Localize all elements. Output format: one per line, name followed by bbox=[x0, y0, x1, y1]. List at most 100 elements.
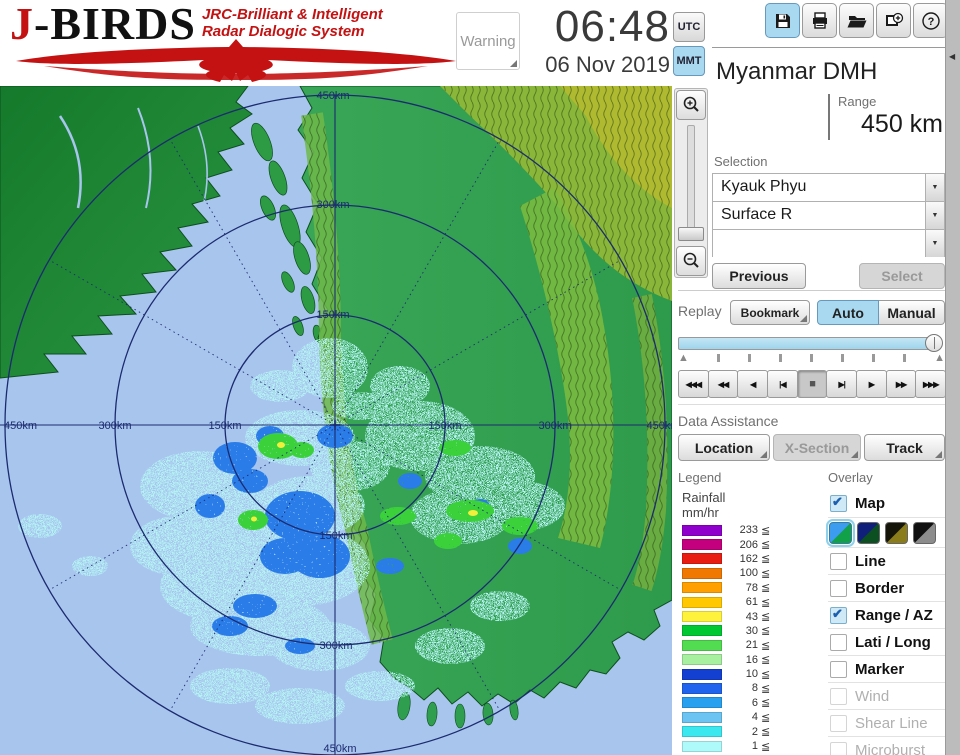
legend-row: 233 ≦ bbox=[682, 523, 822, 537]
save-button[interactable] bbox=[765, 3, 800, 38]
panel-collapse-strip[interactable]: ◀ bbox=[945, 0, 960, 755]
overlay-checkbox[interactable]: ✔ bbox=[830, 660, 847, 678]
overlay-checkbox[interactable]: ✔ bbox=[830, 687, 847, 705]
legend-value: 233 bbox=[739, 524, 758, 537]
legend-suffix: ≦ bbox=[761, 682, 771, 695]
overlay-checkbox[interactable]: ✔ bbox=[830, 579, 847, 597]
select-button[interactable]: Select bbox=[859, 263, 945, 289]
option-select-arrow-button[interactable]: ▼ bbox=[925, 230, 944, 257]
overlay-header: Overlay bbox=[828, 470, 873, 485]
transport-button[interactable]: ▶▶▶ bbox=[915, 370, 947, 398]
legend-color-swatch bbox=[682, 596, 722, 608]
overlay-checkbox[interactable]: ✔ bbox=[830, 606, 847, 624]
overlay-row[interactable]: ✔ Shear Line bbox=[828, 709, 945, 736]
overlay-checkbox[interactable]: ✔ bbox=[830, 741, 847, 755]
overlay-row[interactable]: ✔ Lati / Long bbox=[828, 628, 945, 655]
site-select-arrow-button[interactable]: ▼ bbox=[925, 174, 944, 201]
transport-icon: ■ bbox=[809, 378, 816, 390]
legend-value: 6 bbox=[751, 696, 758, 709]
timeline-thumb[interactable] bbox=[925, 334, 943, 352]
legend-row: 30 ≦ bbox=[682, 624, 822, 638]
transport-button[interactable]: ▶ bbox=[856, 370, 887, 398]
legend-suffix: ≦ bbox=[761, 625, 771, 638]
product-select[interactable]: Surface R ▼ bbox=[712, 201, 945, 229]
map-style-swatch[interactable] bbox=[913, 521, 936, 544]
map-checkbox[interactable]: ✔ bbox=[830, 494, 847, 512]
transport-button[interactable]: ◀◀◀ bbox=[678, 370, 709, 398]
logo-rest: -BIRDS bbox=[34, 0, 196, 49]
map-style-swatch[interactable] bbox=[826, 518, 855, 547]
timeline-start-marker[interactable]: ▲ bbox=[678, 352, 689, 364]
zoom-in-button[interactable] bbox=[676, 90, 706, 120]
overlay-checkbox[interactable]: ✔ bbox=[830, 633, 847, 651]
transport-icon: |◀ bbox=[779, 379, 786, 389]
map-style-swatches bbox=[826, 517, 945, 547]
product-select-arrow-button[interactable]: ▼ bbox=[925, 202, 944, 229]
legend-suffix: ≦ bbox=[761, 553, 771, 566]
transport-button[interactable]: ◀ bbox=[737, 370, 769, 398]
legend-suffix: ≦ bbox=[761, 539, 771, 552]
overlay-row[interactable]: ✔ Line bbox=[828, 547, 945, 574]
legend-suffix: ≦ bbox=[761, 711, 771, 724]
zoom-slider-thumb[interactable] bbox=[678, 227, 704, 241]
overlay-row[interactable]: ✔ Microburst bbox=[828, 736, 945, 755]
legend-row: 206 ≦ bbox=[682, 537, 822, 551]
replay-timeline bbox=[678, 334, 945, 352]
map-style-swatch[interactable] bbox=[885, 521, 908, 544]
location-button[interactable]: Location bbox=[678, 434, 770, 461]
location-label: Location bbox=[694, 439, 754, 456]
tick bbox=[871, 354, 875, 362]
transport-button[interactable]: ▶| bbox=[826, 370, 858, 398]
site-select[interactable]: Kyauk Phyu ▼ bbox=[712, 173, 945, 201]
tagline-2: Radar Dialogic System bbox=[201, 23, 365, 41]
x-section-button[interactable]: X-Section bbox=[773, 434, 861, 461]
utc-button[interactable]: UTC bbox=[673, 12, 705, 42]
chevron-down-icon: ▼ bbox=[931, 240, 939, 247]
warning-button[interactable]: Warning bbox=[456, 12, 520, 70]
overlay-row-map[interactable]: ✔ Map bbox=[828, 490, 945, 517]
previous-button[interactable]: Previous bbox=[712, 263, 806, 289]
auto-button[interactable]: Auto bbox=[817, 300, 879, 325]
overlay-row[interactable]: ✔ Border bbox=[828, 574, 945, 601]
tick bbox=[903, 354, 906, 362]
open-file-button[interactable] bbox=[839, 3, 874, 38]
overlay-checkbox[interactable]: ✔ bbox=[830, 714, 847, 732]
help-button[interactable]: ? bbox=[913, 3, 948, 38]
overlay-checkbox[interactable]: ✔ bbox=[830, 552, 847, 570]
clock-date: 06 Nov 2019 bbox=[545, 52, 670, 77]
zoom-out-button[interactable] bbox=[676, 246, 706, 276]
legend-row: 2 ≦ bbox=[682, 724, 822, 738]
range-rings bbox=[0, 94, 672, 755]
toolbar: ? bbox=[765, 3, 948, 38]
print-button[interactable] bbox=[802, 3, 837, 38]
legend-value: 4 bbox=[751, 711, 758, 724]
option-select[interactable]: ▼ bbox=[712, 229, 945, 257]
overlay-row[interactable]: ✔ Wind bbox=[828, 682, 945, 709]
radar-map[interactable]: 450km 300km 150km 150km 300km 450km 450k… bbox=[0, 85, 680, 755]
timeline-end-marker[interactable]: ▲ bbox=[934, 352, 945, 364]
transport-button[interactable]: ◀◀ bbox=[707, 370, 739, 398]
mmt-button[interactable]: MMT bbox=[673, 46, 705, 76]
transport-button[interactable]: |◀ bbox=[767, 370, 798, 398]
overlay-label: Microburst bbox=[855, 741, 926, 755]
collapse-arrow-icon: ◀ bbox=[949, 52, 956, 61]
transport-button[interactable]: ▶▶ bbox=[885, 370, 917, 398]
legend-value: 78 bbox=[745, 581, 758, 594]
overlay-row[interactable]: ✔ Range / AZ bbox=[828, 601, 945, 628]
track-button[interactable]: Track bbox=[864, 434, 945, 461]
panel-divider bbox=[712, 47, 945, 48]
overlay-label: Map bbox=[855, 495, 885, 512]
map-style-swatch[interactable] bbox=[857, 521, 880, 544]
chevron-down-icon: ▼ bbox=[931, 212, 939, 219]
zoom-slider-track[interactable] bbox=[687, 125, 695, 241]
bookmark-button[interactable]: Bookmark bbox=[730, 300, 810, 325]
svg-text:300km: 300km bbox=[316, 199, 349, 211]
overlay-row[interactable]: ✔ Marker bbox=[828, 655, 945, 682]
timeline-track[interactable] bbox=[678, 337, 932, 350]
data-assistance-label: Data Assistance bbox=[678, 413, 779, 429]
manual-button[interactable]: Manual bbox=[879, 300, 945, 325]
add-image-button[interactable] bbox=[876, 3, 911, 38]
legend-value: 21 bbox=[745, 639, 758, 652]
transport-icon: ▶▶ bbox=[895, 379, 907, 389]
transport-button[interactable]: ■ bbox=[796, 370, 828, 398]
